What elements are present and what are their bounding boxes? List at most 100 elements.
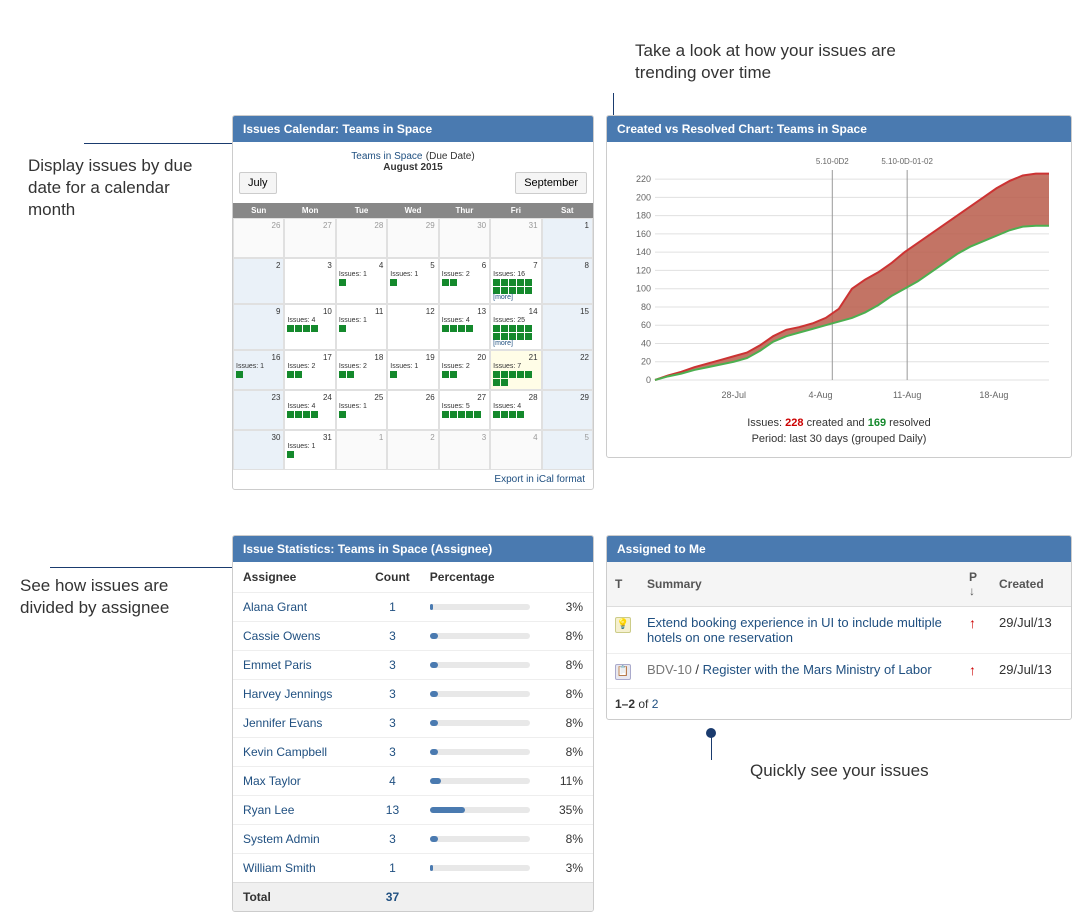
calendar-cell[interactable]: 28Issues: 4 [490, 390, 541, 430]
stats-assignee-link[interactable]: System Admin [243, 832, 320, 846]
calendar-cell[interactable]: 29 [387, 218, 438, 258]
calendar-cell[interactable]: 3 [439, 430, 490, 470]
assigned-footer-range: 1–2 [615, 697, 635, 711]
svg-text:140: 140 [636, 247, 651, 257]
stats-assignee-link[interactable]: Harvey Jennings [243, 687, 332, 701]
issue-summary-link[interactable]: Extend booking experience in UI to inclu… [647, 615, 942, 645]
svg-text:200: 200 [636, 192, 651, 202]
assigned-row[interactable]: 💡 Extend booking experience in UI to inc… [607, 607, 1071, 654]
calendar-cell[interactable]: 8 [542, 258, 593, 304]
stats-pct: 8% [540, 738, 593, 767]
calendar-cell[interactable]: 4Issues: 1 [336, 258, 387, 304]
stats-col-count: Count [365, 562, 420, 593]
calendar-next-button[interactable]: September [515, 172, 587, 194]
calendar-cell[interactable]: 4 [490, 430, 541, 470]
stats-count: 13 [365, 796, 420, 825]
svg-text:60: 60 [641, 320, 651, 330]
calendar-cell[interactable]: 1 [542, 218, 593, 258]
calendar-cell[interactable]: 17Issues: 2 [284, 350, 335, 390]
svg-text:80: 80 [641, 302, 651, 312]
calendar-cell[interactable]: 6Issues: 2 [439, 258, 490, 304]
calendar-project-link[interactable]: Teams in Space [351, 151, 422, 162]
calendar-cell[interactable]: 13Issues: 4 [439, 304, 490, 350]
stats-bar [420, 796, 540, 825]
stats-row: Ryan Lee 13 35% [233, 796, 593, 825]
stats-assignee-link[interactable]: Ryan Lee [243, 803, 294, 817]
stats-assignee-link[interactable]: Max Taylor [243, 774, 301, 788]
stats-pct: 8% [540, 622, 593, 651]
stats-pct: 8% [540, 709, 593, 738]
calendar-cell[interactable]: 30 [233, 430, 284, 470]
calendar-cell[interactable]: 21Issues: 7 [490, 350, 541, 390]
calendar-cell[interactable]: 12 [387, 304, 438, 350]
stats-assignee-link[interactable]: William Smith [243, 861, 316, 875]
stats-bar [420, 825, 540, 854]
calendar-cell[interactable]: 31Issues: 1 [284, 430, 335, 470]
calendar-cell[interactable]: 1 [336, 430, 387, 470]
calendar-cell[interactable]: 14Issues: 25[more] [490, 304, 541, 350]
calendar-cell[interactable]: 2 [233, 258, 284, 304]
svg-text:4-Aug: 4-Aug [808, 390, 832, 400]
calendar-cell[interactable]: 16Issues: 1 [233, 350, 284, 390]
calendar-prev-button[interactable]: July [239, 172, 277, 194]
calendar-cell[interactable]: 10Issues: 4 [284, 304, 335, 350]
calendar-cell[interactable]: 25Issues: 1 [336, 390, 387, 430]
calendar-cell[interactable]: 5 [542, 430, 593, 470]
calendar-cell[interactable]: 27Issues: 5 [439, 390, 490, 430]
calendar-cell[interactable]: 18Issues: 2 [336, 350, 387, 390]
calendar-cell[interactable]: 20Issues: 2 [439, 350, 490, 390]
stats-assignee-link[interactable]: Alana Grant [243, 600, 307, 614]
calendar-cell[interactable]: 30 [439, 218, 490, 258]
annotation-stats-text: See how issues are divided by assignee [20, 576, 169, 617]
calendar-cell[interactable]: 15 [542, 304, 593, 350]
stats-bar [420, 738, 540, 767]
issue-type-icon: 📋 [615, 664, 631, 680]
stats-bar [420, 622, 540, 651]
calendar-day-header: Sun [233, 203, 284, 218]
calendar-cell[interactable]: 3 [284, 258, 335, 304]
chart-footer-prefix: Issues: [747, 417, 782, 429]
stats-assignee-link[interactable]: Emmet Paris [243, 658, 312, 672]
calendar-cell[interactable]: 26 [387, 390, 438, 430]
priority-icon: ↑ [969, 615, 976, 631]
stats-row: Kevin Campbell 3 8% [233, 738, 593, 767]
calendar-cell[interactable]: 28 [336, 218, 387, 258]
stats-row: Cassie Owens 3 8% [233, 622, 593, 651]
stats-count: 1 [365, 593, 420, 622]
calendar-cell[interactable]: 5Issues: 1 [387, 258, 438, 304]
stats-assignee-link[interactable]: Cassie Owens [243, 629, 320, 643]
calendar-cell[interactable]: 24Issues: 4 [284, 390, 335, 430]
chart-svg: 0204060801001201401601802002205.10-0D25.… [615, 150, 1063, 410]
annotation-assigned: Quickly see your issues [750, 760, 1010, 782]
calendar-cell[interactable]: 27 [284, 218, 335, 258]
calendar-cell[interactable]: 7Issues: 16[more] [490, 258, 541, 304]
stats-assignee-link[interactable]: Kevin Campbell [243, 745, 327, 759]
calendar-grid: SunMonTueWedThurFriSat2627282930311234Is… [233, 203, 593, 470]
calendar-cell[interactable]: 23 [233, 390, 284, 430]
calendar-cell[interactable]: 11Issues: 1 [336, 304, 387, 350]
calendar-cell[interactable]: 26 [233, 218, 284, 258]
issue-summary-link[interactable]: Register with the Mars Ministry of Labor [703, 662, 932, 677]
calendar-cell[interactable]: 31 [490, 218, 541, 258]
assigned-header: Assigned to Me [607, 536, 1071, 562]
calendar-cell[interactable]: 29 [542, 390, 593, 430]
calendar-cell[interactable]: 2 [387, 430, 438, 470]
annotation-chart-text: Take a look at how your issues are trend… [635, 41, 896, 82]
assigned-row[interactable]: 📋 BDV-10 / Register with the Mars Minist… [607, 654, 1071, 689]
assigned-col-p[interactable]: P ↓ [961, 562, 991, 607]
stats-row: William Smith 1 3% [233, 854, 593, 883]
stats-bar [420, 651, 540, 680]
calendar-cell[interactable]: 9 [233, 304, 284, 350]
chart-footer-created-txt: created and [807, 417, 865, 429]
calendar-cell[interactable]: 19Issues: 1 [387, 350, 438, 390]
calendar-panel: Issues Calendar: Teams in Space Teams in… [232, 115, 594, 490]
calendar-export-link[interactable]: Export in iCal format [233, 470, 593, 489]
chart-header: Created vs Resolved Chart: Teams in Spac… [607, 116, 1071, 142]
calendar-project-suffix: (Due Date) [426, 151, 475, 162]
stats-bar [420, 767, 540, 796]
svg-text:120: 120 [636, 265, 651, 275]
issue-created: 29/Jul/13 [991, 654, 1071, 689]
stats-pct: 8% [540, 825, 593, 854]
stats-assignee-link[interactable]: Jennifer Evans [243, 716, 322, 730]
calendar-cell[interactable]: 22 [542, 350, 593, 390]
